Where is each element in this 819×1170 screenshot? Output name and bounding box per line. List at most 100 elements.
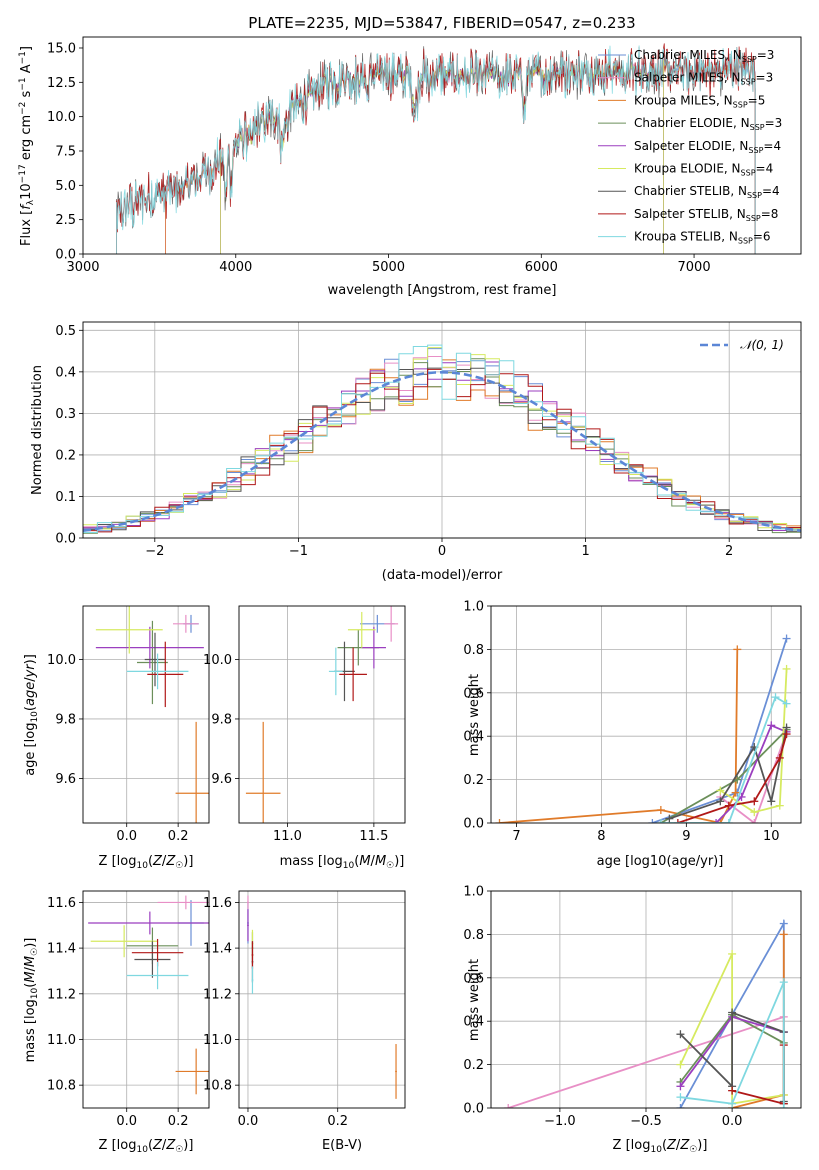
ticks: 7 8 9 10 0.0 0.2 0.4 0.6 0.8 1.0: [463, 600, 779, 845]
y-tick-label: 0.2: [463, 773, 484, 788]
axes-frame: [82, 36, 802, 255]
y-tick-label: 9.6: [55, 772, 76, 787]
residuals-xlabel: (data-model)/error: [382, 568, 503, 583]
x-tick-label: 3000: [66, 260, 99, 275]
x-tick-label: 0: [438, 544, 446, 559]
y-tick-label: 11.2: [203, 987, 232, 1002]
ticks: 0.0 0.2 10.8 11.0 11.2 11.4 11.6: [47, 896, 188, 1129]
errorbar-salpeter-miles: [157, 895, 209, 910]
y-tick-label: 0.4: [463, 1015, 484, 1030]
y-tick-label: 10.0: [203, 653, 232, 668]
ticks: −2 −1 0 1 2 0.0 0.1 0.2 0.3 0.4 0.5: [55, 324, 733, 559]
weight-series-kroupa-miles: [495, 645, 742, 823]
x-tick-label: 0.0: [116, 829, 137, 844]
weight-series-salpeter-stelib: [673, 730, 791, 823]
y-tick-label: 11.0: [203, 1033, 232, 1048]
legend-label: Kroupa ELODIE, NSSP=4: [634, 162, 773, 178]
legend-label: Chabrier ELODIE, NSSP=3: [634, 116, 782, 132]
y-tick-label: 1.0: [463, 600, 484, 615]
x-tick-label: 0.2: [168, 1114, 189, 1129]
x-tick-label: 0.0: [722, 1114, 743, 1129]
spectrum-ylabel: Flux [fλ10−17 erg cm−2 s−1 A−1]: [18, 46, 36, 246]
x-tick-label: 10: [763, 829, 780, 844]
y-tick-label: 0.4: [55, 365, 76, 380]
axes-frame: [238, 605, 406, 824]
y-tick-label: 2.5: [55, 213, 76, 228]
y-tick-label: 11.0: [47, 1033, 76, 1048]
weight-series-kroupa-stelib: [676, 978, 788, 1108]
y-tick-label: 5.0: [55, 179, 76, 194]
x-tick-label: 11.0: [273, 829, 302, 844]
plot-area: [247, 895, 397, 1099]
y-tick-label: 1.0: [463, 885, 484, 900]
axes-frame: [238, 890, 406, 1109]
x-tick-label: 0.0: [238, 1114, 259, 1129]
legend-label: Kroupa MILES, NSSP=5: [634, 93, 765, 109]
ticks: 11.0 11.5 9.6 9.8 10.0: [203, 653, 388, 844]
errorbar-salpeter-miles: [384, 606, 399, 642]
x-tick-label: 0.2: [327, 1114, 348, 1129]
errorbar-salpeter-elodie: [361, 626, 386, 669]
y-tick-label: 10.8: [47, 1079, 76, 1094]
weight-vs-age-xlabel: age [log10(age/yr)]: [597, 854, 724, 869]
y-tick-label: 11.2: [47, 987, 76, 1002]
y-tick-label: 9.8: [211, 712, 232, 727]
errorbar-salpeter-stelib: [251, 941, 254, 969]
errorbar-kroupa-miles: [175, 721, 209, 823]
y-tick-label: 11.4: [47, 942, 76, 957]
y-tick-label: 0.0: [463, 1102, 484, 1117]
age-vs-mass-panel: 11.0 11.5 9.6 9.8 10.0: [203, 605, 406, 844]
axes-frame: [82, 321, 802, 539]
plot-area: [116, 43, 756, 254]
y-tick-label: 0.3: [55, 407, 76, 422]
legend-label: 𝒩(0, 1): [740, 338, 784, 352]
ebv-xlabel: E(B-V): [322, 1138, 362, 1153]
mass-weight-vs-metallicity-panel: −1.0 −0.5 0.0 0.0 0.2 0.4 0.6 0.8 1.0: [463, 885, 802, 1129]
x-tick-label: 1: [581, 544, 589, 559]
y-tick-label: 0.1: [55, 490, 76, 505]
errorbar-salpeter-elodie: [88, 911, 209, 935]
errorbar-kroupa-miles: [175, 1048, 209, 1095]
y-tick-label: 10.0: [47, 110, 76, 125]
y-tick-label: 15.0: [47, 41, 76, 56]
y-tick-label: 12.5: [47, 76, 76, 91]
age-vs-z-ylabel: age [log10(age/yr)]: [23, 654, 40, 776]
residuals-legend: 𝒩(0, 1): [700, 338, 784, 352]
axes-frame: [82, 605, 210, 824]
ticks: 0.0 0.2 10.8 11.0 11.2 11.4 11.6: [203, 896, 348, 1129]
x-tick-label: 8: [597, 829, 605, 844]
errorbar-salpeter-elodie: [95, 626, 204, 669]
x-tick-label: 7000: [678, 260, 711, 275]
y-tick-label: 0.6: [463, 686, 484, 701]
errorbar-salpeter-miles: [173, 614, 199, 633]
plot-area: [83, 344, 801, 536]
y-tick-label: 9.6: [211, 772, 232, 787]
spectrum-xlabel: wavelength [Angstrom, rest frame]: [328, 283, 557, 298]
weight-line: [660, 695, 788, 823]
axes-frame: [490, 890, 802, 1109]
y-tick-label: 10.0: [47, 653, 76, 668]
y-tick-label: 0.2: [55, 448, 76, 463]
mass-vs-metallicity-panel: 0.0 0.2 10.8 11.0 11.2 11.4 11.6: [47, 890, 210, 1129]
plot-area: [504, 919, 788, 1108]
y-tick-label: 9.8: [55, 712, 76, 727]
legend-label: Salpeter ELODIE, NSSP=4: [634, 139, 781, 155]
errorbar-kroupa-stelib: [126, 653, 189, 690]
errorbar-kroupa-stelib: [126, 961, 189, 990]
plot-area: [245, 606, 399, 823]
weight-line: [499, 649, 739, 823]
y-tick-label: 0.6: [463, 971, 484, 986]
y-tick-label: 0.0: [55, 532, 76, 547]
plot-area: [88, 895, 209, 1095]
errorbar-kroupa-miles: [395, 1044, 397, 1099]
y-tick-label: 7.5: [55, 144, 76, 159]
legend-label: Kroupa STELIB, NSSP=6: [634, 230, 771, 246]
x-tick-label: 4000: [219, 260, 252, 275]
y-tick-label: 0.4: [463, 730, 484, 745]
y-tick-label: 0.0: [55, 248, 76, 263]
y-tick-label: 0.2: [463, 1058, 484, 1073]
x-tick-label: 0.2: [168, 829, 189, 844]
x-tick-label: −1: [289, 544, 308, 559]
